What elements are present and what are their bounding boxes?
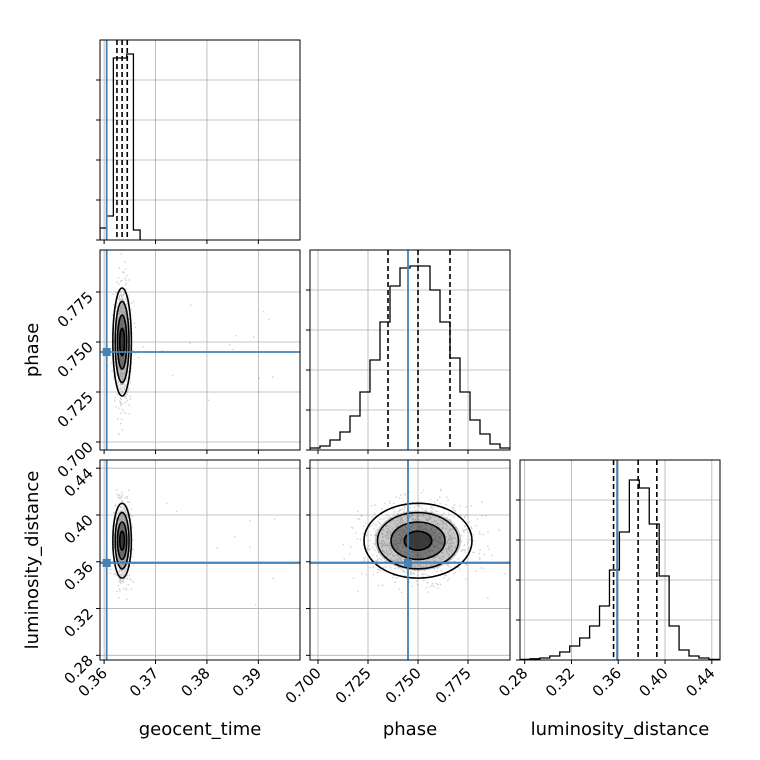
x-axis-label-luminosity-distance: luminosity_distance xyxy=(531,719,710,740)
panel-content xyxy=(100,250,300,450)
truth-marker xyxy=(404,558,412,567)
histogram-phase xyxy=(310,265,510,450)
panel-content xyxy=(100,460,300,660)
panel-frame xyxy=(99,249,301,451)
contour-3 xyxy=(403,530,433,551)
contour-0 xyxy=(112,502,133,579)
histogram-luminosity_distance xyxy=(520,479,720,660)
truth-marker xyxy=(102,348,111,356)
contour-3 xyxy=(118,530,126,551)
panel-content xyxy=(310,250,510,450)
contour-3 xyxy=(118,327,126,357)
contour-0 xyxy=(112,287,133,397)
panel-content xyxy=(100,40,300,240)
truth-marker xyxy=(102,558,111,567)
contour-1 xyxy=(376,511,460,570)
panel-content xyxy=(310,460,510,660)
contour-0 xyxy=(363,502,473,579)
panel-frame xyxy=(519,459,721,661)
contour-2 xyxy=(116,521,128,561)
y-axis-label-phase: phase xyxy=(22,323,43,377)
panel-frame xyxy=(309,459,511,661)
y-axis-label-luminosity-distance: luminosity_distance xyxy=(22,471,43,650)
density-level-2 xyxy=(403,530,433,551)
panel-frame xyxy=(309,249,511,451)
scatter-points xyxy=(107,253,274,435)
contour-2 xyxy=(116,314,128,370)
panel-1-1 xyxy=(306,249,511,454)
contour-1 xyxy=(114,300,130,384)
panel-content xyxy=(520,460,720,660)
panel-0-0 xyxy=(96,39,301,244)
panel-frame xyxy=(99,459,301,661)
x-axis-label-geocent-time: geocent_time xyxy=(139,719,262,740)
x-axis-label-phase: phase xyxy=(383,719,437,740)
contour-1 xyxy=(114,511,130,570)
contour-2 xyxy=(390,521,446,561)
panel-frame xyxy=(99,39,301,241)
